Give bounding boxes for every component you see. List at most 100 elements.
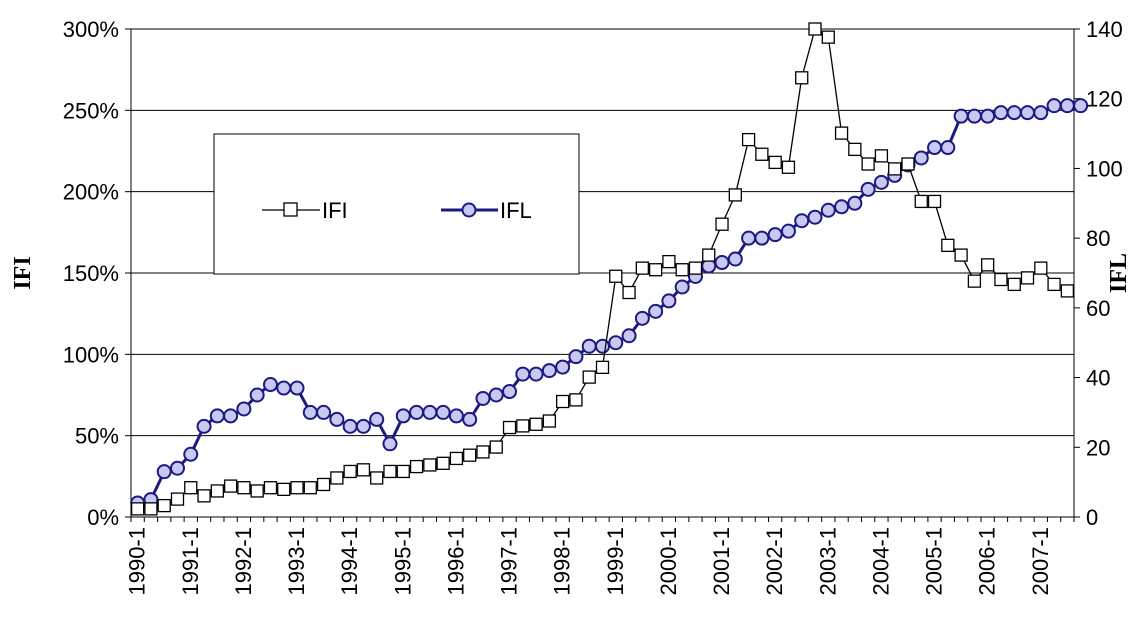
ifi-point	[1034, 261, 1048, 275]
ifl-point	[1073, 98, 1089, 114]
x-tick-label: 2003-1	[815, 527, 840, 596]
right-tick-label: 80	[1086, 226, 1110, 251]
x-tick-label: 1997-1	[497, 527, 522, 596]
ifi-point	[237, 481, 251, 495]
ifi-point	[383, 464, 397, 479]
ifl-point	[515, 366, 531, 382]
ifl-point	[502, 384, 518, 400]
ifi-point	[795, 71, 809, 85]
ifi-point	[569, 393, 583, 407]
left-tick-label: 50%	[75, 424, 119, 449]
ifi-point	[316, 477, 331, 492]
ifl-point	[316, 404, 332, 420]
ifl-point	[1046, 98, 1062, 114]
ifl-point	[302, 404, 318, 420]
ifi-point	[476, 445, 490, 459]
ifi-point	[635, 261, 649, 275]
ifi-point	[582, 370, 596, 384]
x-tick-label: 1994-1	[337, 527, 362, 596]
x-tick-label: 1990-1	[125, 527, 150, 596]
ifi-point	[861, 157, 875, 171]
ifi-point	[436, 456, 450, 470]
ifl-point	[727, 251, 743, 267]
ifi-point	[330, 471, 344, 485]
right-tick-label: 40	[1086, 366, 1110, 391]
ifl-point	[754, 230, 770, 246]
ifl-point	[741, 230, 757, 246]
ifl-point	[395, 408, 411, 424]
ifi-point	[781, 160, 796, 174]
ifl-point	[927, 140, 943, 156]
legend-box	[213, 133, 580, 275]
left-tick-label: 300%	[63, 17, 119, 42]
ifl-point	[276, 380, 292, 396]
ifi-point	[184, 481, 198, 495]
right-tick-label: 120	[1086, 87, 1123, 112]
ifi-point	[941, 238, 955, 252]
ifi-series	[130, 22, 1075, 516]
right-y-axis-ticks: 0 20 40 60 80 100 120 140	[1074, 17, 1123, 530]
ifi-point	[516, 419, 530, 433]
ifi-point	[303, 481, 317, 495]
ifi-point	[821, 30, 835, 44]
ifl-point	[262, 377, 278, 393]
ifl-point	[780, 223, 796, 239]
ifi-point	[609, 269, 623, 283]
ifi-point	[449, 451, 464, 466]
ifi-point	[250, 484, 264, 498]
ifi-point	[728, 188, 742, 202]
ifi-point	[542, 414, 557, 428]
ifi-point	[1047, 277, 1061, 292]
ifl-point	[422, 404, 438, 420]
ifi-point	[927, 194, 942, 209]
left-y-axis-ticks: 0% 50% 100% 150% 200% 250% 300%	[63, 17, 131, 530]
ifl-point	[860, 181, 876, 197]
ifl-point	[621, 328, 637, 344]
ifi-point	[409, 459, 424, 474]
ifi-point	[914, 194, 928, 209]
ifl-point	[249, 387, 265, 403]
ifi-point	[848, 142, 862, 157]
ifl-series	[130, 98, 1089, 511]
x-tick-label: 2000-1	[656, 527, 681, 596]
ifl-point	[581, 338, 597, 354]
ifi-point	[290, 481, 304, 495]
legend-ifi-marker	[283, 202, 298, 217]
ifl-point	[329, 411, 345, 427]
ifl-point	[993, 105, 1009, 121]
ifl-point	[435, 404, 451, 420]
ifl-point	[661, 293, 677, 309]
ifl-point	[820, 202, 836, 218]
ifi-point	[1007, 277, 1021, 292]
ifl-point	[183, 446, 199, 462]
ifl-point	[1033, 105, 1049, 121]
x-axis-ticks: 1990-1 1991-1 1992-1 1993-1 1994-1 1995-1 1996…	[125, 517, 1075, 596]
ifl-point	[595, 338, 610, 354]
ifl-point	[847, 195, 863, 211]
ifi-point	[648, 263, 663, 277]
ifi-point	[834, 126, 849, 140]
ifl-point	[1059, 98, 1075, 114]
ifi-point	[396, 464, 410, 479]
ifl-point	[966, 108, 982, 124]
right-tick-label: 100	[1086, 156, 1123, 181]
ifl-point	[794, 213, 810, 229]
ifi-point	[343, 464, 357, 479]
ifl-point	[475, 390, 491, 406]
ifi-point	[370, 471, 384, 485]
x-tick-label: 1993-1	[284, 527, 309, 596]
ifl-point	[223, 408, 239, 424]
ifl-point	[156, 464, 172, 480]
ifi-point	[197, 489, 211, 503]
x-tick-label: 1998-1	[550, 527, 575, 596]
ifi-point	[489, 440, 503, 454]
ifi-point	[130, 502, 145, 516]
ifl-point	[382, 436, 398, 452]
ifl-point	[541, 363, 557, 379]
ifi-point	[529, 417, 543, 431]
ifl-point	[289, 380, 305, 396]
left-tick-label: 200%	[63, 180, 119, 205]
ifi-point	[702, 248, 716, 262]
ifi-point	[888, 162, 902, 176]
x-tick-label: 2007-1	[1028, 527, 1053, 596]
